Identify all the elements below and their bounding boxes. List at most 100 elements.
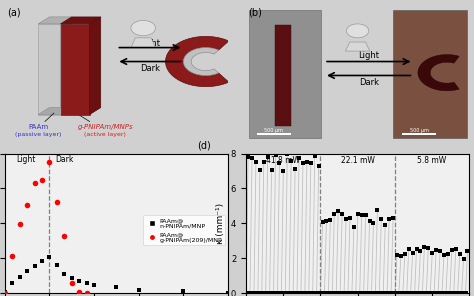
Point [283,152,291,157]
Point [352,291,360,295]
Point [456,252,464,256]
Point [362,213,369,217]
Polygon shape [165,36,229,87]
Point [332,290,340,295]
Point [340,290,348,295]
Point [391,291,399,295]
Point [420,244,428,249]
Point [415,290,422,295]
Bar [402,133,436,135]
Point [303,160,310,165]
Text: 5.8 mW: 5.8 mW [418,156,447,165]
Point [407,290,414,295]
Point [9,281,16,286]
Bar [275,25,291,126]
Text: (passive layer): (passive layer) [15,132,62,137]
Point [268,168,275,172]
Point [327,218,334,223]
Point [328,290,336,295]
Point [16,222,23,226]
Point [75,279,83,283]
Point [428,251,436,256]
Bar [393,10,467,138]
Point [246,290,254,295]
Point [382,222,389,227]
Polygon shape [90,17,101,115]
Text: Dark: Dark [55,155,73,164]
Point [425,245,432,250]
Point [46,160,53,165]
Point [317,290,324,295]
Point [53,263,61,268]
Point [364,291,372,295]
Point [411,290,419,295]
Point [446,290,454,295]
Point [338,212,346,216]
Point [68,276,75,281]
Point [464,249,471,254]
Point [360,290,367,295]
Point [313,290,320,295]
Point [323,218,330,223]
Point [368,290,375,295]
Point [319,220,326,224]
Point [458,290,465,295]
Circle shape [346,24,369,38]
Point [413,247,420,251]
Point [273,291,281,295]
Point [16,275,23,280]
Point [83,291,91,295]
Point [301,291,309,295]
Text: 500 μm: 500 μm [264,128,283,133]
Polygon shape [61,17,101,24]
Text: Dark: Dark [140,64,160,73]
Point [287,159,295,164]
Point [297,290,305,295]
Point [350,224,358,229]
Point [401,252,409,257]
Point [266,290,273,295]
Point [444,252,452,256]
Point [285,291,293,295]
Point [460,257,467,261]
Point [377,216,385,221]
Point [278,290,285,295]
Polygon shape [61,17,72,115]
Polygon shape [183,48,219,75]
Point [307,160,315,165]
Point [244,155,252,160]
Point [61,271,68,276]
Point [448,247,456,252]
Point [23,269,31,274]
Text: (active layer): (active layer) [84,132,126,137]
Point [113,284,120,289]
Point [330,212,338,217]
Point [180,289,187,294]
Point [311,154,319,159]
Point [260,160,267,165]
Point [258,291,265,295]
Point [272,153,279,157]
Text: (a): (a) [7,7,20,17]
Point [38,177,46,182]
Bar [257,133,291,135]
Point [299,160,307,165]
Point [280,168,287,173]
Text: 41.8 mW: 41.8 mW [266,156,300,165]
Polygon shape [38,24,61,115]
Point [61,233,68,238]
Point [335,209,342,213]
Text: (d): (d) [197,140,210,150]
Point [31,181,38,186]
Point [409,250,417,255]
Point [375,290,383,295]
Point [438,291,446,295]
Point [385,216,393,221]
Point [387,290,395,295]
Point [430,290,438,295]
Point [31,264,38,268]
Point [315,163,322,168]
Text: 22.1 mW: 22.1 mW [341,156,374,165]
Polygon shape [131,38,155,48]
Point [293,290,301,295]
